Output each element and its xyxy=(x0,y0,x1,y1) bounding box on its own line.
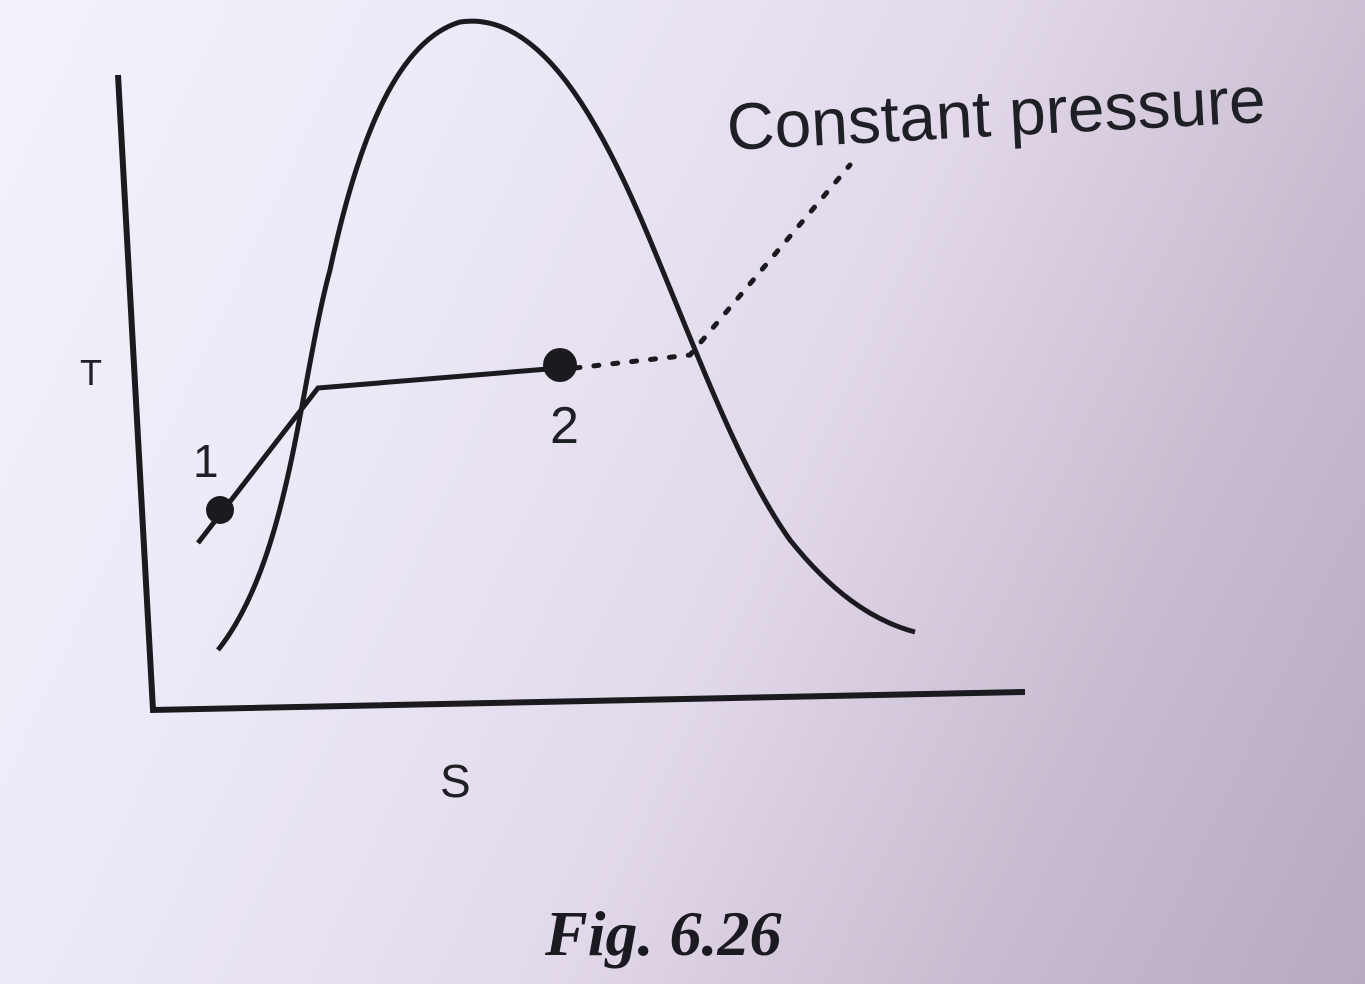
axis-y-label: T xyxy=(80,352,102,393)
point-2-label: 2 xyxy=(550,397,579,455)
constant-pressure-line xyxy=(572,162,853,371)
axis-x-label: S xyxy=(440,755,471,807)
axes xyxy=(115,74,1026,714)
point-1-label: 1 xyxy=(193,435,219,487)
process-line xyxy=(196,365,561,545)
state-point-2 xyxy=(543,348,577,382)
state-point-1 xyxy=(206,496,234,524)
saturation-dome xyxy=(216,18,916,652)
constant-pressure-annotation: Constant pressure xyxy=(725,62,1267,164)
figure-caption: Fig. 6.26 xyxy=(544,898,781,969)
